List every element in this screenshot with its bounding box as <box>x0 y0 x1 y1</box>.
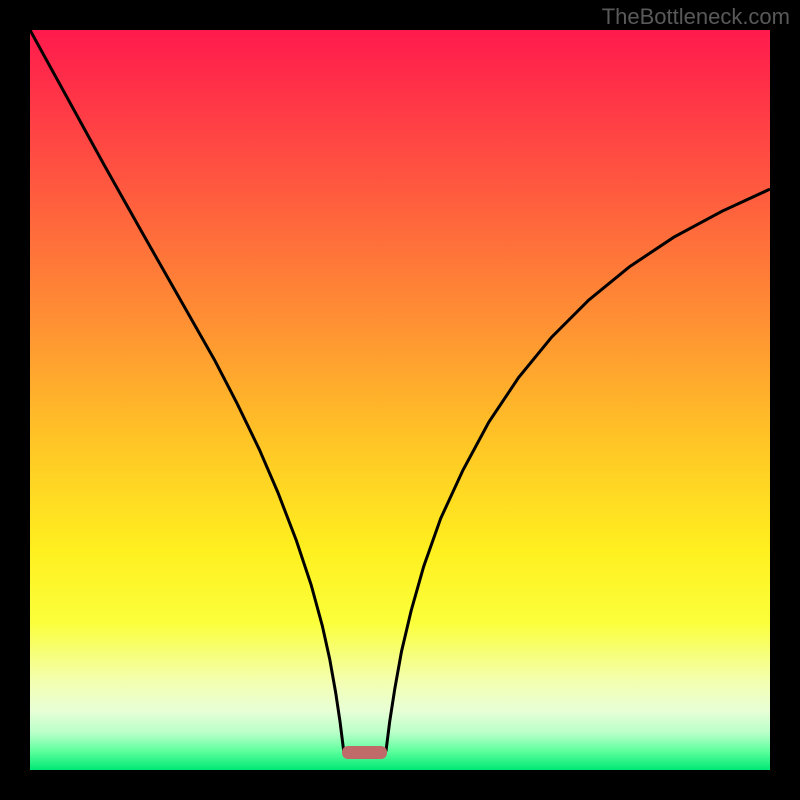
curve-right <box>386 189 770 751</box>
bottleneck-curve <box>30 30 770 770</box>
optimal-marker <box>342 746 388 759</box>
plot-area <box>30 30 770 770</box>
chart-root: TheBottleneck.com <box>0 0 800 800</box>
curve-left <box>30 30 344 752</box>
watermark-text: TheBottleneck.com <box>602 4 790 30</box>
